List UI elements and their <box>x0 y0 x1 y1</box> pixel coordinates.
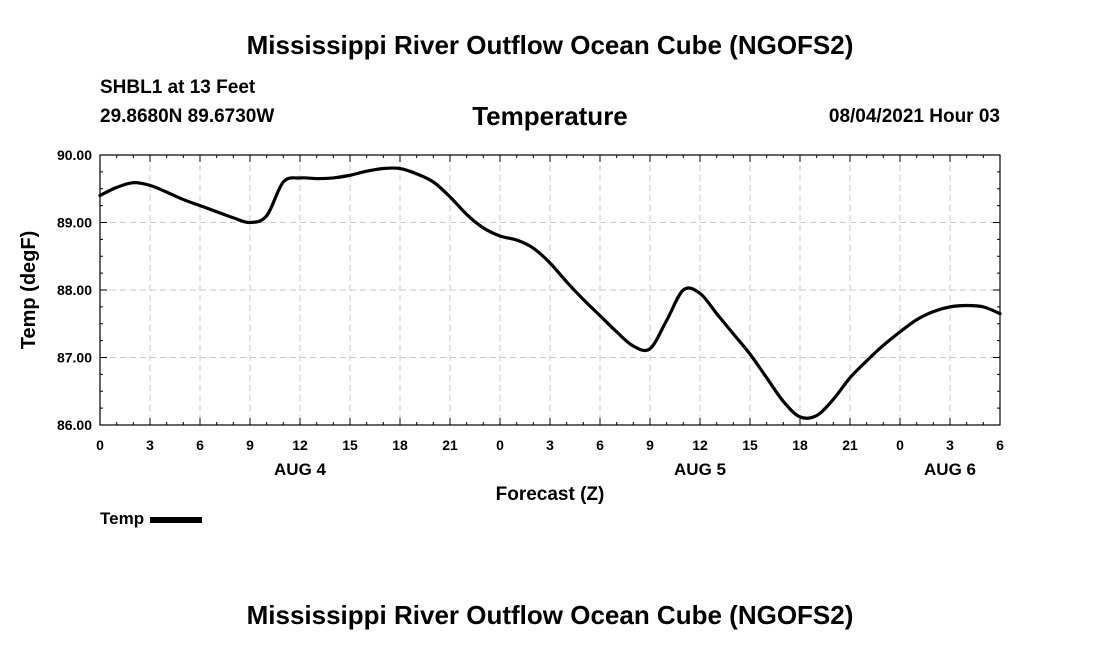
x-tick-label: 3 <box>946 437 954 453</box>
x-tick-label: 15 <box>342 437 358 453</box>
legend: Temp <box>100 509 203 529</box>
legend-line-swatch <box>150 516 203 523</box>
y-tick-label: 86.00 <box>57 417 92 433</box>
x-tick-label: 0 <box>96 437 104 453</box>
y-tick-label: 89.00 <box>57 215 92 231</box>
x-tick-label: 9 <box>246 437 254 453</box>
x-tick-label: 6 <box>196 437 204 453</box>
day-label: AUG 5 <box>674 460 726 479</box>
y-tick-label: 87.00 <box>57 350 92 366</box>
footer-title: Mississippi River Outflow Ocean Cube (NG… <box>246 600 854 630</box>
coordinates-label: 29.8680N 89.6730W <box>100 106 275 127</box>
x-tick-label: 3 <box>146 437 154 453</box>
x-axis-label: Forecast (Z) <box>496 484 605 505</box>
x-tick-label: 0 <box>496 437 504 453</box>
y-tick-label: 88.00 <box>57 282 92 298</box>
day-label: AUG 4 <box>274 460 327 479</box>
chart-main-title: Mississippi River Outflow Ocean Cube (NG… <box>246 30 854 60</box>
station-label: SHBL1 at 13 Feet <box>100 77 256 98</box>
day-label: AUG 6 <box>924 460 976 479</box>
y-axis-label: Temp (degF) <box>18 231 40 350</box>
x-tick-label: 21 <box>842 437 858 453</box>
x-tick-label: 0 <box>896 437 904 453</box>
x-tick-label: 6 <box>996 437 1004 453</box>
x-tick-label: 12 <box>692 437 708 453</box>
chart-subtitle: Temperature <box>472 101 628 131</box>
x-tick-label: 9 <box>646 437 654 453</box>
x-tick-label: 6 <box>596 437 604 453</box>
x-tick-label: 15 <box>742 437 758 453</box>
x-tick-label: 12 <box>292 437 308 453</box>
series-line-temp <box>98 166 1002 420</box>
legend-label: Temp <box>100 509 145 528</box>
x-tick-label: 18 <box>392 437 408 453</box>
forecast-datetime: 08/04/2021 Hour 03 <box>828 106 1000 127</box>
x-tick-label: 3 <box>546 437 554 453</box>
x-tick-label: 21 <box>442 437 458 453</box>
y-tick-label: 90.00 <box>57 147 92 163</box>
x-tick-label: 18 <box>792 437 808 453</box>
